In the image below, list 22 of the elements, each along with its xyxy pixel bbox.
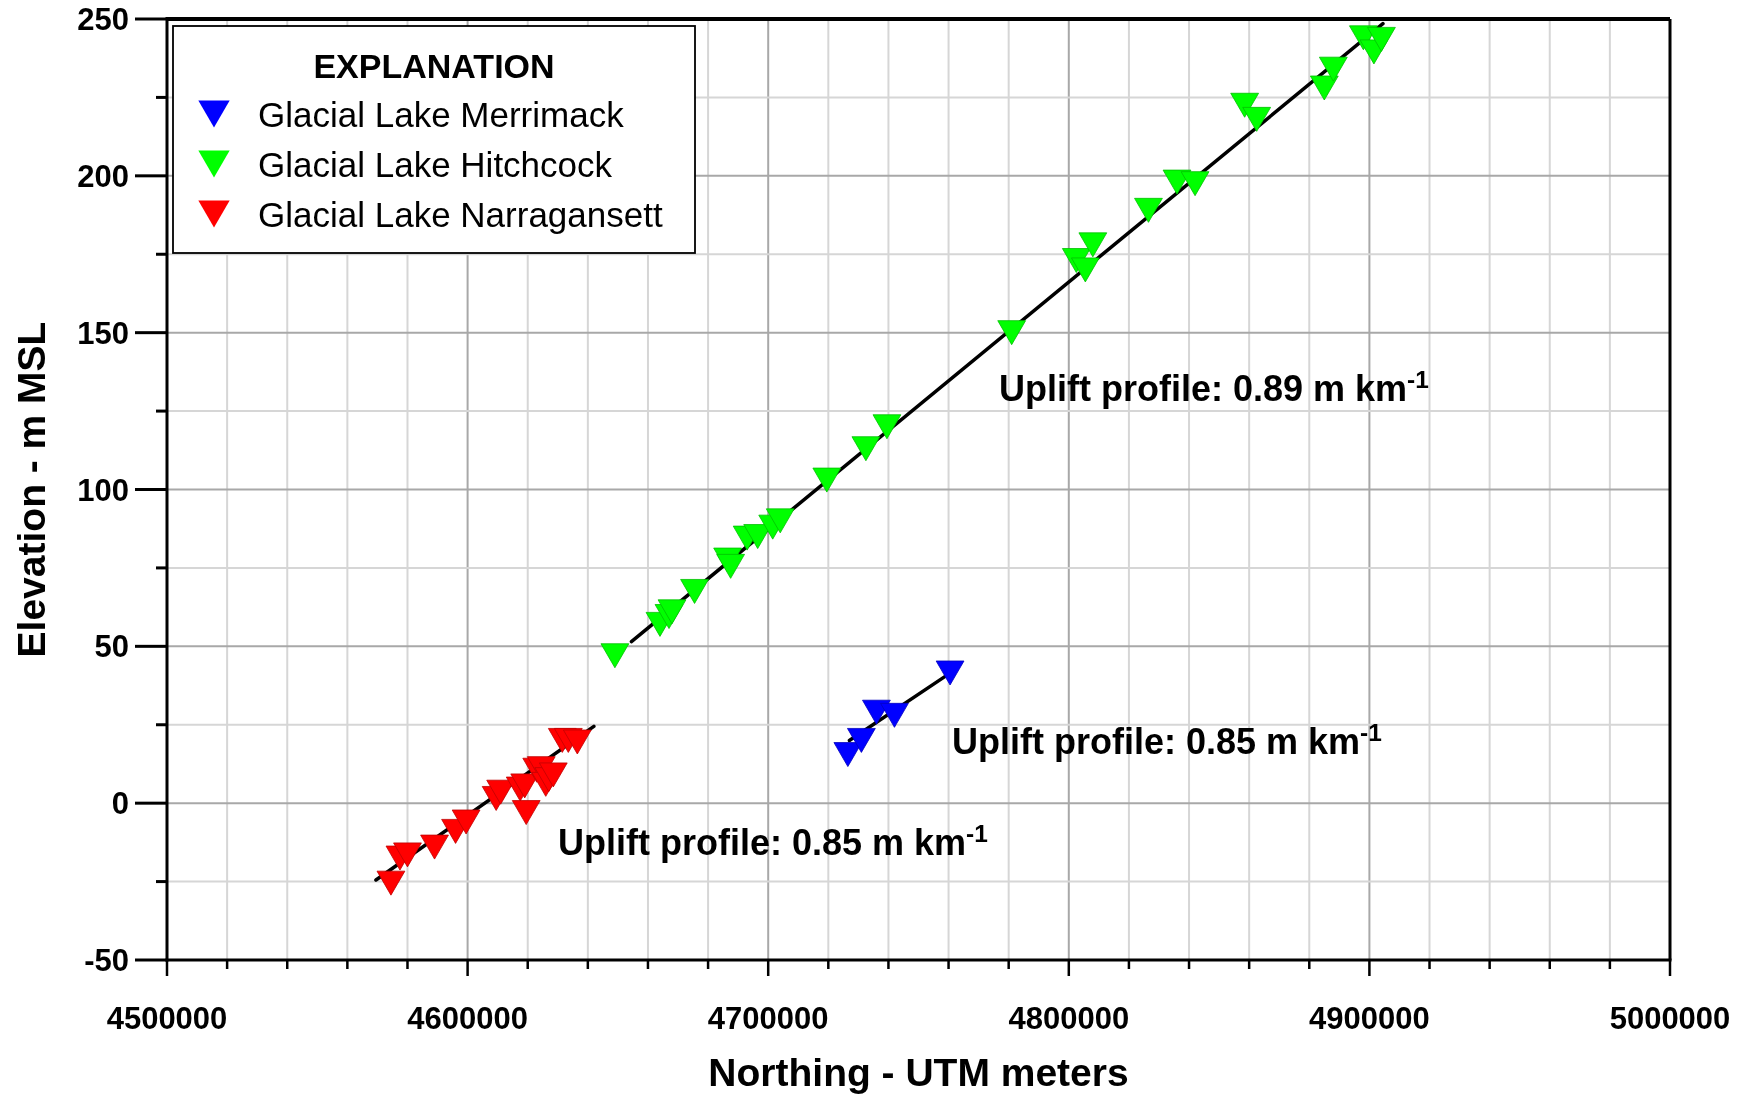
y-tick-label: 150 [77,315,129,351]
y-tick-label: 200 [77,158,129,194]
annotation: Uplift profile: 0.85 m km$^{-1}$ [952,718,1382,762]
annotation: Uplift profile: 0.85 m km$^{-1}$ [558,819,988,863]
x-tick-label: 5000000 [1609,1001,1731,1036]
y-axis-title: Elevation - m MSL [10,321,53,658]
x-axis-title: Northing - UTM meters [708,1051,1129,1094]
y-tick-label: 100 [77,472,129,508]
legend-label: Glacial Lake Narragansett [258,195,663,234]
legend-title: EXPLANATION [313,47,555,85]
y-tick-label: 250 [77,2,129,37]
y-tick-label: -50 [84,943,129,978]
x-tick-label: 4600000 [407,1001,528,1036]
x-tick-label: 4800000 [1008,1001,1130,1036]
x-tick-label: 4900000 [1309,1001,1430,1036]
y-tick-label: 50 [94,629,129,665]
legend-label: Glacial Lake Hitchcock [258,145,613,184]
legend-label: Glacial Lake Merrimack [258,95,625,134]
x-tick-label: 4700000 [707,1001,829,1036]
y-tick-label: 0 [111,786,129,822]
annotation: Uplift profile: 0.89 m km$^{-1}$ [999,365,1429,409]
x-tick-label: 4500000 [106,1001,228,1036]
